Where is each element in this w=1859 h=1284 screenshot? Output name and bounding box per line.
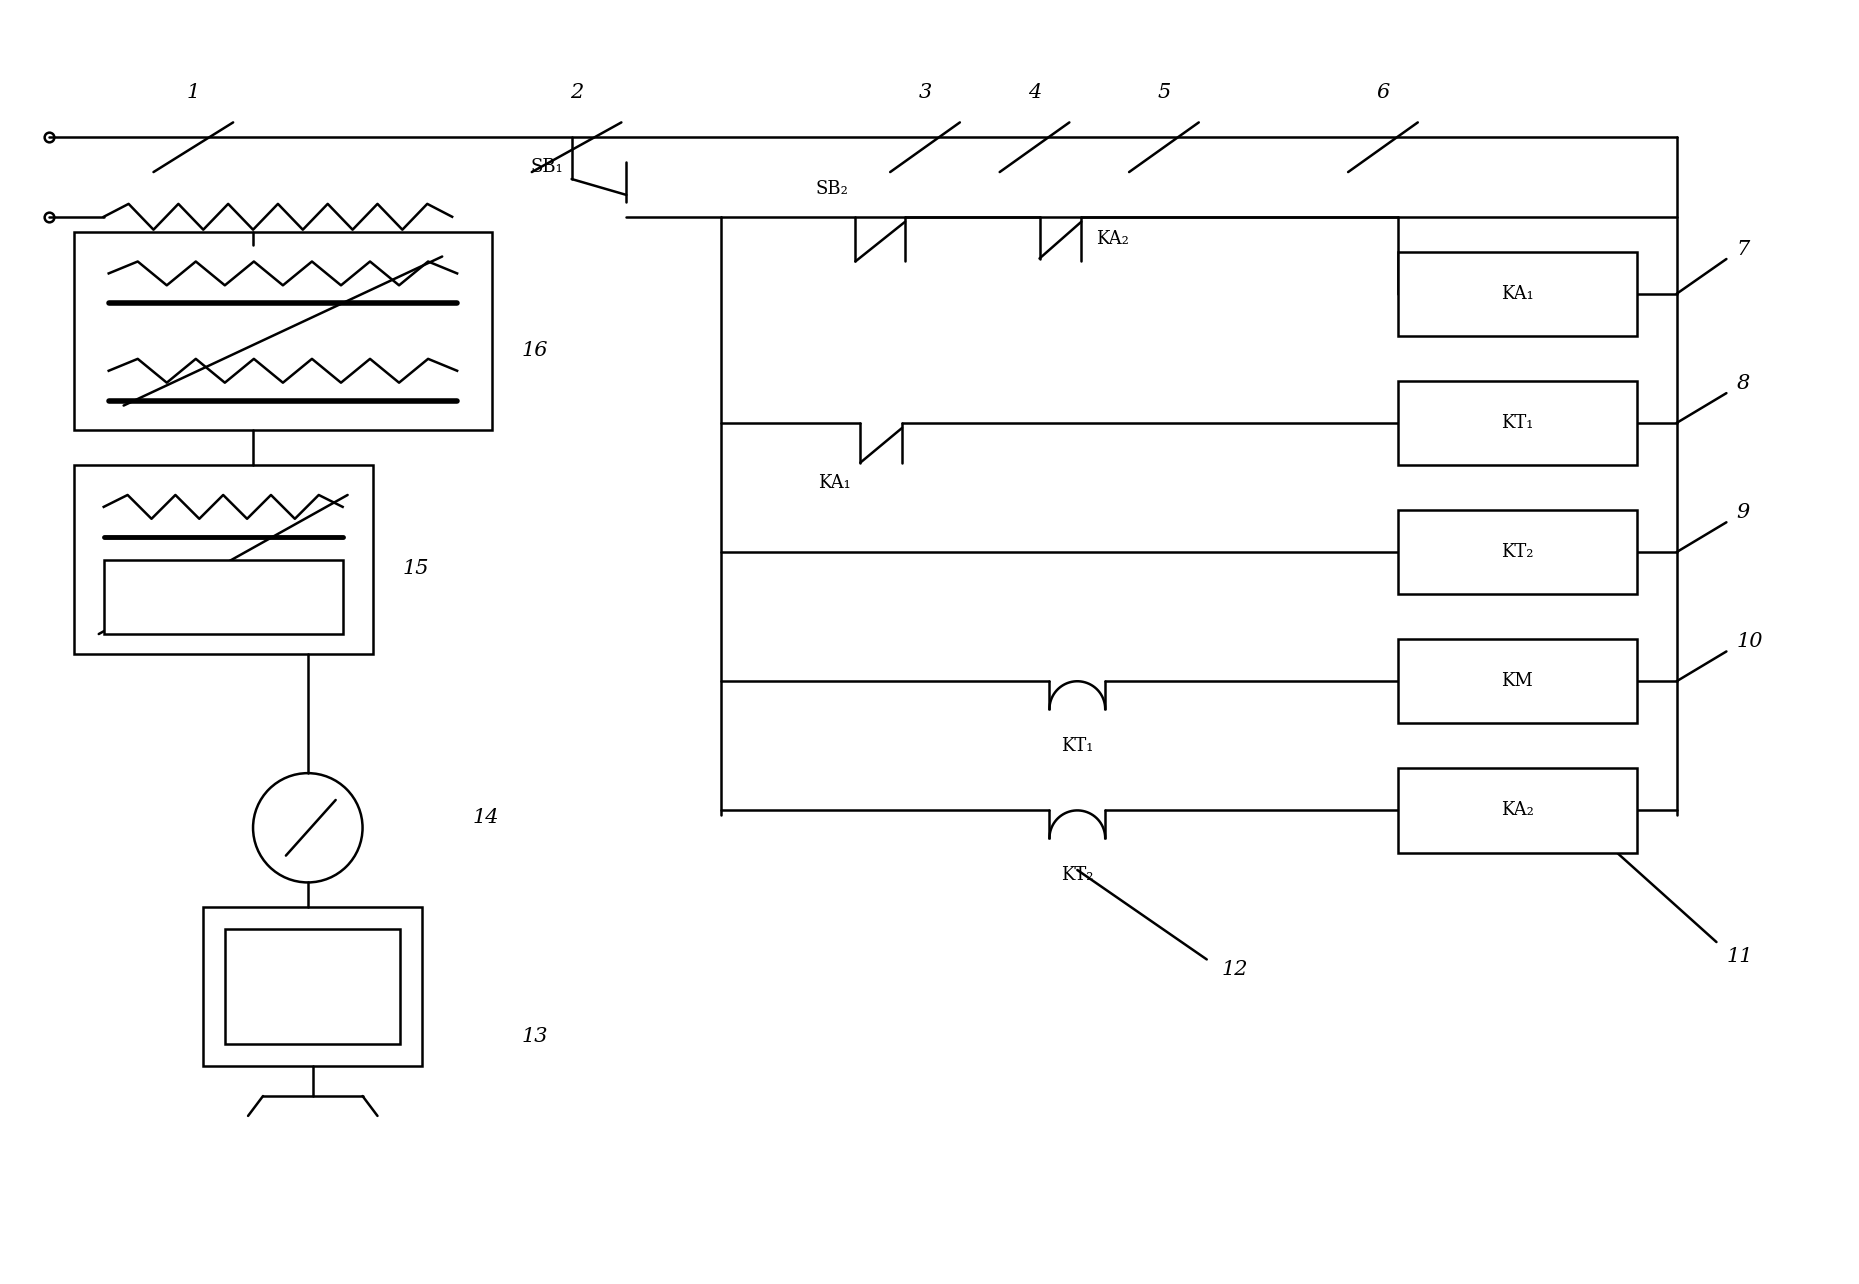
Text: KT₁: KT₁ bbox=[1061, 737, 1093, 755]
Bar bbox=[104, 560, 342, 634]
Text: 12: 12 bbox=[1221, 960, 1247, 978]
Text: 14: 14 bbox=[472, 809, 498, 827]
Text: 3: 3 bbox=[918, 83, 931, 103]
Bar bbox=[1398, 510, 1636, 594]
Bar bbox=[203, 908, 422, 1066]
Text: KA₂: KA₂ bbox=[1097, 230, 1128, 248]
Bar bbox=[1398, 768, 1636, 853]
Bar bbox=[1398, 252, 1636, 336]
Text: KT₁: KT₁ bbox=[1502, 413, 1534, 431]
Text: 11: 11 bbox=[1727, 948, 1753, 967]
Text: 2: 2 bbox=[571, 83, 584, 103]
Bar bbox=[1398, 639, 1636, 723]
Text: KT₂: KT₂ bbox=[1061, 865, 1093, 883]
Text: KT₂: KT₂ bbox=[1500, 543, 1534, 561]
Text: SB₂: SB₂ bbox=[816, 180, 848, 198]
Text: KM: KM bbox=[1502, 673, 1534, 691]
Text: 6: 6 bbox=[1376, 83, 1389, 103]
Text: 13: 13 bbox=[522, 1027, 548, 1046]
Text: KA₁: KA₁ bbox=[1500, 285, 1534, 303]
Text: 8: 8 bbox=[1736, 374, 1749, 393]
Bar bbox=[225, 930, 400, 1044]
Text: SB₁: SB₁ bbox=[532, 158, 563, 176]
Text: 10: 10 bbox=[1736, 632, 1762, 651]
Text: 5: 5 bbox=[1158, 83, 1171, 103]
Text: 4: 4 bbox=[1028, 83, 1041, 103]
Text: KA₁: KA₁ bbox=[818, 474, 850, 492]
Text: 15: 15 bbox=[402, 560, 429, 579]
Bar bbox=[74, 231, 493, 430]
Text: 9: 9 bbox=[1736, 503, 1749, 521]
Text: 7: 7 bbox=[1736, 240, 1749, 258]
Bar bbox=[1398, 381, 1636, 465]
Text: KA₂: KA₂ bbox=[1500, 801, 1534, 819]
Bar bbox=[74, 465, 372, 654]
Text: 16: 16 bbox=[522, 342, 548, 361]
Text: 1: 1 bbox=[186, 83, 201, 103]
